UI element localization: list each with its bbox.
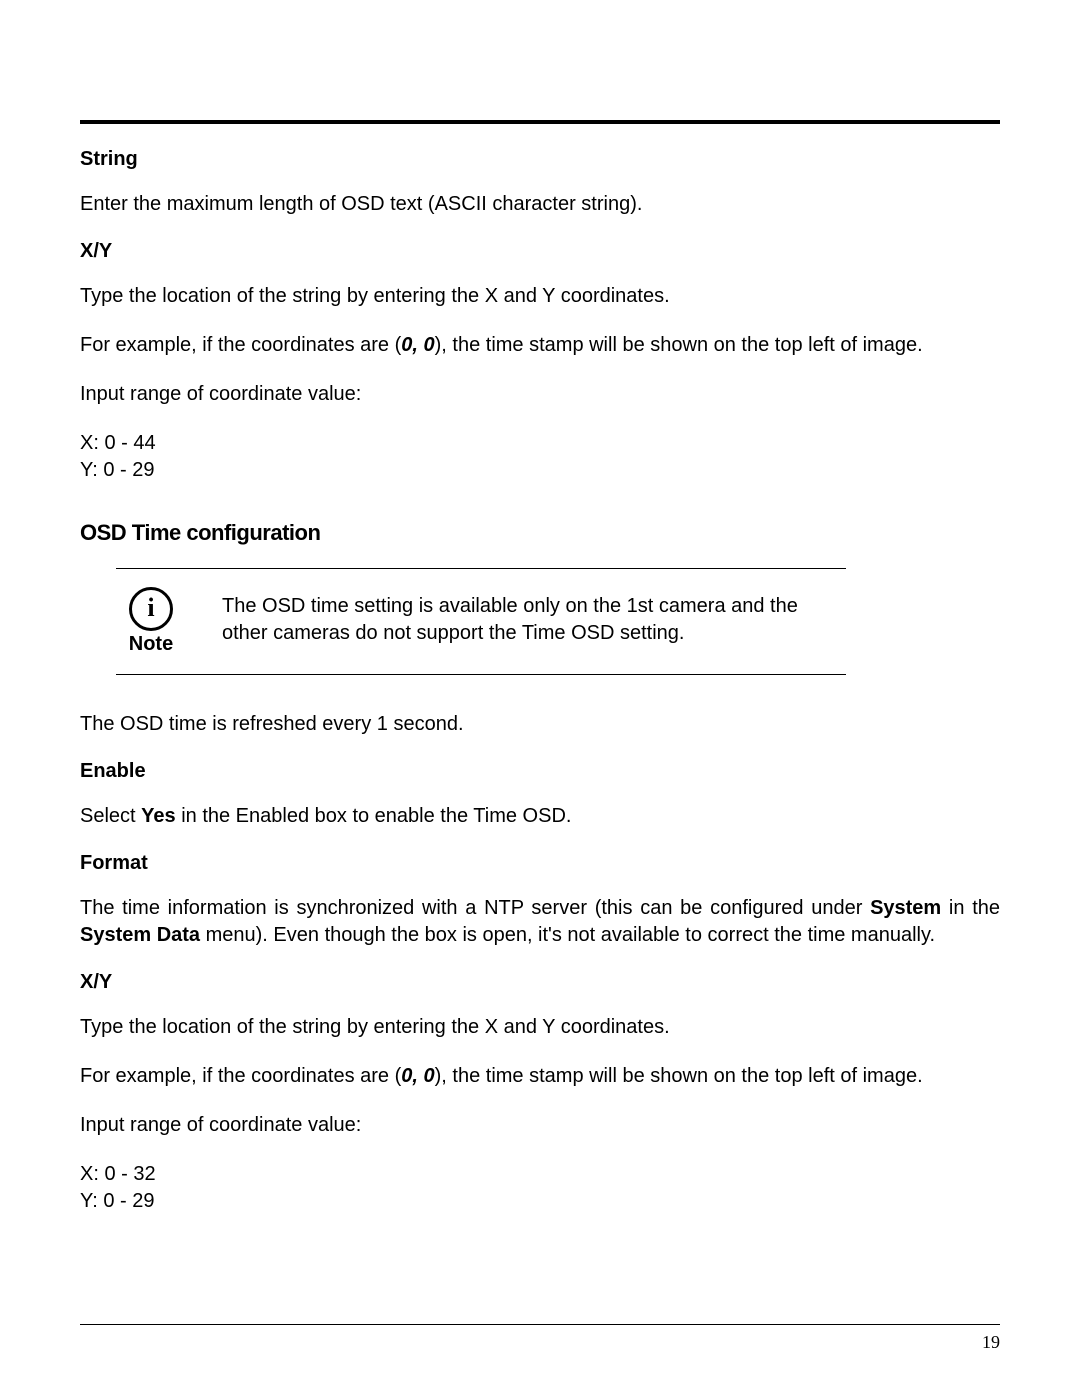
top-rule — [80, 120, 1000, 124]
text-xy1-coord: 0, 0 — [401, 334, 434, 356]
text-xy2-line2-post: ), the time stamp will be shown on the t… — [435, 1065, 923, 1087]
para-enable: Select Yes in the Enabled box to enable … — [80, 803, 1000, 830]
heading-xy-1: X/Y — [80, 240, 1000, 263]
text-enable-pre: Select — [80, 805, 141, 827]
text-xy1-line2-pre: For example, if the coordinates are ( — [80, 334, 401, 356]
text-format-b: in the — [941, 897, 1000, 919]
text-xy2-line2-pre: For example, if the coordinates are ( — [80, 1065, 401, 1087]
text-xy2-coord: 0, 0 — [401, 1065, 434, 1087]
para-refresh: The OSD time is refreshed every 1 second… — [80, 711, 1000, 738]
coords-block-1: X: 0 - 44 Y: 0 - 29 — [80, 430, 1000, 484]
heading-format: Format — [80, 852, 1000, 875]
text-enable-yes: Yes — [141, 805, 175, 827]
note-block: i Note The OSD time setting is available… — [116, 568, 846, 675]
text-x-range-2: X: 0 - 32 — [80, 1161, 1000, 1188]
page-number: 19 — [982, 1332, 1000, 1353]
bottom-rule — [80, 1324, 1000, 1325]
heading-string: String — [80, 148, 1000, 171]
note-left: i Note — [116, 587, 186, 656]
text-format-system: System — [870, 897, 941, 919]
para-xy1-line3: Input range of coordinate value: — [80, 381, 1000, 408]
text-y-range-2: Y: 0 - 29 — [80, 1188, 1000, 1215]
heading-xy-2: X/Y — [80, 971, 1000, 994]
para-xy1-line1: Type the location of the string by enter… — [80, 283, 1000, 310]
coords-block-2: X: 0 - 32 Y: 0 - 29 — [80, 1161, 1000, 1215]
note-text: The OSD time setting is available only o… — [222, 587, 840, 647]
info-icon: i — [129, 587, 173, 631]
text-format-c: menu). Even though the box is open, it's… — [200, 924, 935, 946]
para-xy2-line3: Input range of coordinate value: — [80, 1112, 1000, 1139]
para-xy2-line2: For example, if the coordinates are (0, … — [80, 1063, 1000, 1090]
text-y-range-1: Y: 0 - 29 — [80, 457, 1000, 484]
section-title-osd-time: OSD Time configuration — [80, 520, 1000, 546]
text-enable-post: in the Enabled box to enable the Time OS… — [176, 805, 572, 827]
document-page: String Enter the maximum length of OSD t… — [0, 0, 1080, 1397]
para-xy2-line1: Type the location of the string by enter… — [80, 1014, 1000, 1041]
text-format-a: The time information is synchronized wit… — [80, 897, 870, 919]
para-string-desc: Enter the maximum length of OSD text (AS… — [80, 191, 1000, 218]
text-xy1-line2-post: ), the time stamp will be shown on the t… — [435, 334, 923, 356]
text-x-range-1: X: 0 - 44 — [80, 430, 1000, 457]
para-xy1-line2: For example, if the coordinates are (0, … — [80, 332, 1000, 359]
heading-enable: Enable — [80, 760, 1000, 783]
text-format-systemdata: System Data — [80, 924, 200, 946]
para-format: The time information is synchronized wit… — [80, 895, 1000, 949]
note-label: Note — [129, 633, 173, 656]
